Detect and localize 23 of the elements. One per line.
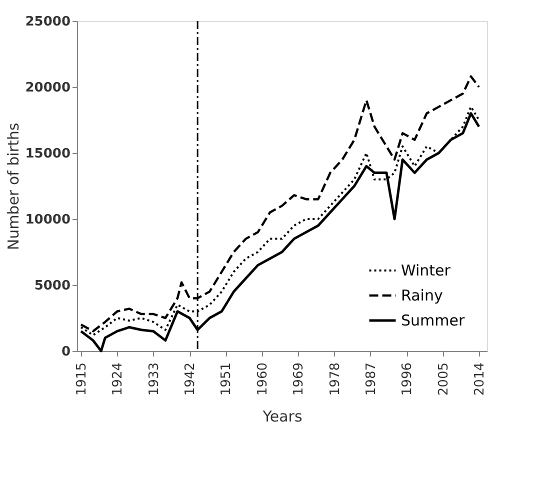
legend-label: Winter <box>401 262 452 280</box>
y-tick-label: 25000 <box>25 14 70 30</box>
y-axis-title: Number of births <box>4 122 22 250</box>
x-axis-title: Years <box>262 408 302 426</box>
x-tick-label: 1960 <box>255 362 270 396</box>
x-tick-label: 1996 <box>400 362 416 396</box>
legend-label: Rainy <box>401 286 443 304</box>
y-tick-label: 0 <box>61 344 70 360</box>
x-tick-label: 1942 <box>183 362 198 396</box>
x-tick-label: 2014 <box>472 362 488 396</box>
y-tick-label: 10000 <box>25 212 70 228</box>
legend-label: Summer <box>401 312 466 330</box>
y-tick-label: 15000 <box>25 146 70 162</box>
x-tick-label: 1978 <box>328 362 343 396</box>
x-tick-label: 2005 <box>436 362 452 396</box>
x-tick-label: 1915 <box>74 362 90 396</box>
x-tick-label: 1933 <box>146 362 162 396</box>
x-tick-label: 1951 <box>219 362 234 396</box>
y-tick-label: 5000 <box>34 278 70 294</box>
x-tick-label: 1924 <box>110 362 126 396</box>
x-tick-label: 1969 <box>292 362 307 396</box>
x-tick-label: 1987 <box>364 362 379 396</box>
y-tick-label: 20000 <box>25 80 70 96</box>
